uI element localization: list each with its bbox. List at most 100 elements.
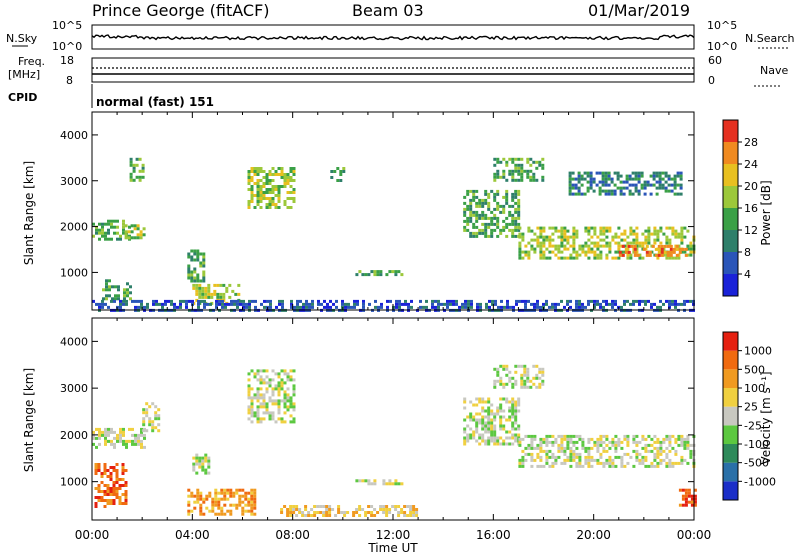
heatmap-cell (637, 192, 641, 196)
heatmap-cell (286, 176, 290, 179)
heatmap-cell (247, 179, 251, 182)
heatmap-cell (283, 185, 287, 188)
heatmap-cell (250, 512, 254, 516)
heatmap-cell (151, 402, 155, 406)
heatmap-cell (274, 399, 278, 403)
heatmap-cell (247, 411, 251, 415)
heatmap-cell (419, 299, 422, 303)
heatmap-cell (505, 400, 509, 404)
heatmap-cell (623, 464, 627, 468)
heatmap-cell (496, 201, 500, 205)
heatmap-cell (292, 369, 296, 373)
heatmap-cell (274, 188, 278, 191)
heatmap-cell (401, 302, 404, 306)
heatmap-cell (532, 178, 536, 182)
heatmap-cell (352, 511, 356, 514)
heatmap-cell (129, 175, 133, 179)
heatmap-cell (693, 497, 697, 501)
heatmap-cell (101, 234, 104, 238)
heatmap-cell (674, 461, 678, 465)
heatmap-cell (668, 437, 672, 441)
heatmap-cell (115, 463, 119, 466)
colorbar-swatch (723, 388, 738, 407)
heatmap-cell (487, 195, 491, 199)
heatmap-cell (587, 232, 591, 236)
heatmap-cell (100, 472, 104, 475)
heatmap-cell (566, 247, 570, 251)
heatmap-cell (578, 464, 582, 468)
heatmap-cell (262, 176, 266, 179)
heatmap-cell (566, 440, 570, 444)
heatmap-cell (554, 247, 558, 251)
heatmap-cell (574, 186, 578, 190)
heatmap-cell (268, 396, 272, 400)
heatmap-cell (693, 494, 697, 498)
heatmap-cell (593, 458, 597, 462)
heatmap-cell (674, 232, 678, 236)
heatmap-cell (217, 497, 221, 501)
heatmap-cell (437, 302, 440, 306)
heatmap-cell (538, 376, 542, 380)
heatmap-cell (256, 185, 260, 188)
heatmap-cell (581, 440, 585, 444)
heatmap-cell (608, 440, 612, 444)
heatmap-cell (311, 305, 314, 309)
heatmap-cell (143, 436, 146, 440)
heatmap-cell (470, 299, 473, 303)
heatmap-cell (259, 405, 263, 409)
power-panel-frame (91, 111, 695, 311)
heatmap-cell (545, 455, 549, 459)
heatmap-cell (475, 421, 479, 425)
heatmap-cell (575, 452, 579, 456)
heatmap-cell (253, 411, 257, 415)
heatmap-cell (244, 509, 248, 513)
heatmap-cell (569, 458, 573, 462)
y-tick-label: 2000 (60, 429, 88, 442)
heatmap-cell (662, 440, 666, 444)
heatmap-cell (262, 381, 266, 385)
heatmap-cell (154, 405, 158, 409)
heatmap-cell (247, 497, 251, 501)
heatmap-cell (493, 175, 497, 179)
heatmap-cell (222, 292, 226, 296)
heatmap-cell (596, 461, 600, 465)
heatmap-cell (256, 387, 260, 391)
heatmap-cell (554, 244, 558, 248)
heatmap-cell (296, 305, 299, 309)
power-colorbar-tick-label: 4 (744, 268, 751, 281)
heatmap-cell (239, 299, 242, 303)
heatmap-cell (193, 252, 197, 256)
heatmap-cell (271, 417, 275, 421)
heatmap-cell (502, 157, 506, 161)
heatmap-cell (274, 203, 278, 206)
heatmap-cell (201, 459, 205, 463)
heatmap-cell (225, 289, 229, 293)
heatmap-cell (675, 253, 679, 257)
heatmap-cell (221, 302, 224, 306)
heatmap-cell (664, 180, 668, 184)
heatmap-cell (598, 180, 602, 184)
heatmap-cell (271, 369, 275, 373)
heatmap-cell (607, 192, 611, 196)
heatmap-cell (259, 191, 263, 194)
heatmap-cell (686, 434, 690, 438)
heatmap-cell (412, 508, 416, 511)
heatmap-cell (115, 490, 119, 493)
heatmap-cell (289, 369, 293, 373)
heatmap-cell (608, 455, 612, 459)
heatmap-cell (571, 177, 575, 181)
heatmap-cell (667, 183, 671, 187)
heatmap-cell (210, 295, 214, 299)
heatmap-cell (650, 305, 653, 309)
heatmap-cell (652, 171, 656, 175)
heatmap-cell (493, 192, 497, 196)
heatmap-cell (469, 213, 473, 217)
colorbar-swatch (723, 208, 738, 230)
heatmap-cell (644, 302, 647, 306)
heatmap-cell (277, 393, 281, 397)
power-ylabel: Slant Range [km] (22, 161, 36, 265)
heatmap-cell (526, 367, 530, 371)
heatmap-cell (116, 231, 119, 235)
heatmap-cell (362, 302, 365, 306)
heatmap-cell (686, 443, 690, 447)
